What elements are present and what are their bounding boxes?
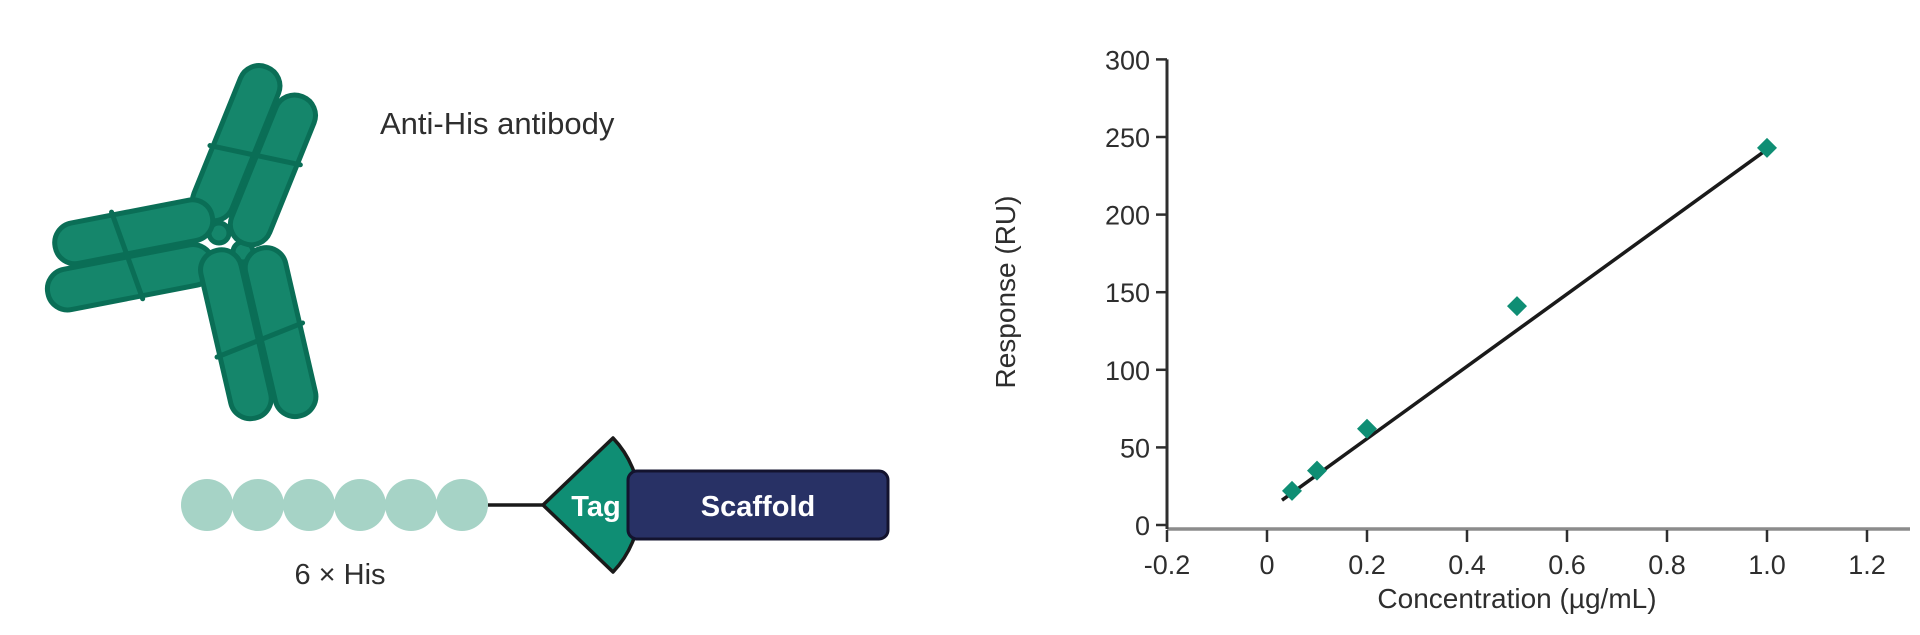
his-bead bbox=[181, 479, 233, 531]
y-tick-label: 50 bbox=[1120, 433, 1150, 463]
his-bead bbox=[436, 479, 488, 531]
chart-ticks: -0.2 0 0.2 0.4 0.6 0.8 1.0 1.2 0 50 100 150 200 250 30… bbox=[1105, 45, 1886, 580]
x-tick-label: -0.2 bbox=[1144, 550, 1191, 580]
fit-line bbox=[1280, 147, 1769, 502]
antibody-arm-upper bbox=[190, 63, 318, 248]
his-bead bbox=[385, 479, 437, 531]
x-tick-label: 1.0 bbox=[1748, 550, 1786, 580]
x-axis-title: Concentration (µg/mL) bbox=[1377, 583, 1656, 614]
y-tick-label: 100 bbox=[1105, 356, 1150, 386]
his-bead bbox=[232, 479, 284, 531]
his-bead bbox=[334, 479, 386, 531]
antibody-arm-left bbox=[44, 197, 216, 313]
his-tag-beads bbox=[181, 479, 488, 531]
data-point-diamond bbox=[1357, 418, 1377, 439]
y-tick-label: 0 bbox=[1135, 511, 1150, 541]
tag-label: Tag bbox=[571, 491, 620, 523]
y-tick-label: 150 bbox=[1105, 278, 1150, 308]
data-point-diamond bbox=[1307, 460, 1327, 481]
x-tick-label: 0.2 bbox=[1348, 550, 1386, 580]
data-point-diamond bbox=[1757, 137, 1777, 158]
x-tick-label: 0.8 bbox=[1648, 550, 1686, 580]
antibody-illustration bbox=[44, 63, 319, 422]
his-bead bbox=[283, 479, 335, 531]
x-tick-label: 0 bbox=[1259, 550, 1274, 580]
x-tick-label: 0.4 bbox=[1448, 550, 1486, 580]
data-point-diamond bbox=[1282, 480, 1302, 501]
y-axis-title: Response (RU) bbox=[990, 196, 1021, 389]
antibody-stem bbox=[198, 245, 319, 422]
x-tick-label: 1.2 bbox=[1848, 550, 1886, 580]
scaffold-box bbox=[626, 469, 890, 541]
y-tick-label: 200 bbox=[1105, 201, 1150, 231]
x-tick-label: 0.6 bbox=[1548, 550, 1586, 580]
calibration-chart: -0.2 0 0.2 0.4 0.6 0.8 1.0 1.2 0 50 100 150 200 250 30… bbox=[990, 45, 1910, 614]
data-point-diamond bbox=[1507, 296, 1527, 317]
scaffold-label: Scaffold bbox=[701, 491, 815, 523]
y-tick-label: 300 bbox=[1105, 45, 1150, 75]
his-tag-label: 6 × His bbox=[294, 559, 385, 591]
antibody-label: Anti-His antibody bbox=[380, 106, 615, 141]
y-tick-label: 250 bbox=[1105, 123, 1150, 153]
chart-plot bbox=[1280, 137, 1777, 502]
chart-axes bbox=[1165, 59, 1910, 531]
